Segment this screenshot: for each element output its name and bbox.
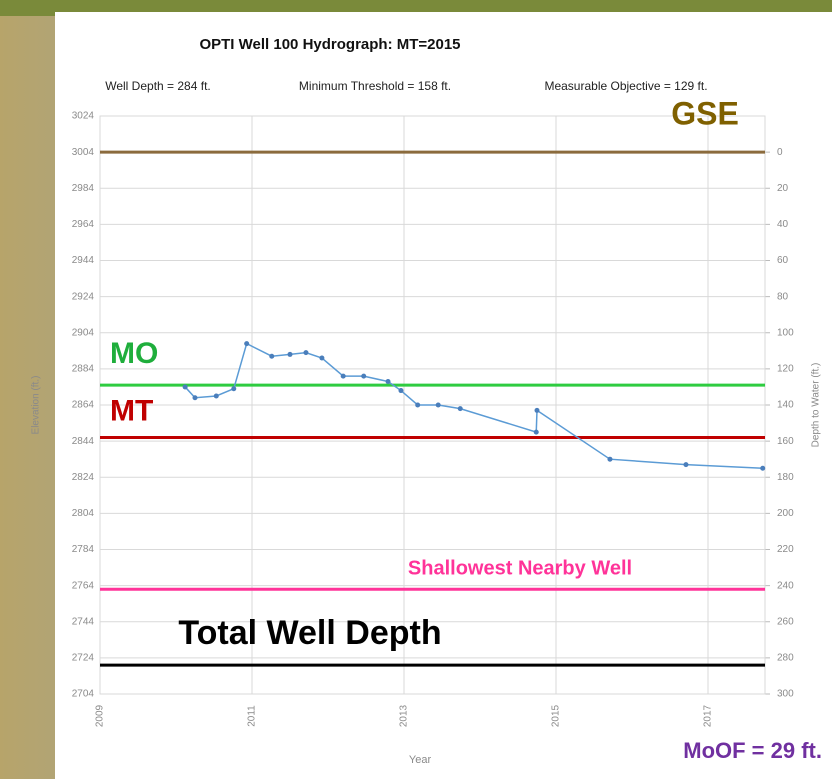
data-point — [244, 341, 249, 346]
y-tick-label: 2784 — [72, 544, 95, 555]
reference-label: MT — [110, 394, 153, 427]
y2-tick-label: 220 — [777, 544, 794, 555]
y2-axis-label: Depth to Water (ft.) — [811, 363, 822, 448]
y2-tick-label: 60 — [777, 255, 789, 266]
data-point — [398, 388, 403, 393]
y2-tick-label: 100 — [777, 327, 794, 338]
y-tick-label: 2724 — [72, 653, 95, 664]
y2-tick-label: 80 — [777, 291, 789, 302]
y-tick-label: 2924 — [72, 291, 95, 302]
y2-tick-label: 160 — [777, 436, 794, 447]
y-tick-label: 2884 — [72, 364, 95, 375]
y-tick-label: 2864 — [72, 400, 95, 411]
reference-label: GSE — [671, 96, 739, 132]
y-tick-label: 2704 — [72, 689, 95, 700]
data-point — [683, 462, 688, 467]
data-point — [458, 406, 463, 411]
subtitle: Measurable Objective = 129 ft. — [544, 79, 707, 93]
y-tick-label: 2844 — [72, 436, 95, 447]
x-tick-label: 2015 — [551, 704, 562, 727]
data-point — [607, 457, 612, 462]
data-point — [534, 430, 539, 435]
y-tick-label: 2804 — [72, 508, 95, 519]
data-point — [231, 386, 236, 391]
reference-label: Total Well Depth — [178, 614, 441, 652]
data-point — [214, 393, 219, 398]
data-point — [760, 466, 765, 471]
data-point — [303, 350, 308, 355]
y2-tick-label: 40 — [777, 219, 789, 230]
data-point — [436, 403, 441, 408]
data-point — [269, 354, 274, 359]
page: OPTI Well 100 Hydrograph: MT=2015 Well D… — [0, 0, 832, 779]
y2-tick-label: 260 — [777, 616, 794, 627]
data-point — [319, 356, 324, 361]
reference-label: Shallowest Nearby Well — [408, 558, 632, 580]
y2-tick-label: 240 — [777, 580, 794, 591]
y-tick-label: 2824 — [72, 472, 95, 483]
y-tick-label: 3024 — [72, 111, 95, 122]
x-axis-label: Year — [409, 754, 432, 766]
y2-tick-label: 200 — [777, 508, 794, 519]
data-point — [415, 403, 420, 408]
y2-tick-label: 300 — [777, 689, 794, 700]
y-tick-label: 2984 — [72, 183, 95, 194]
x-tick-label: 2013 — [399, 704, 410, 727]
y2-tick-label: 20 — [777, 183, 789, 194]
reference-label: MO — [110, 337, 158, 370]
data-point — [341, 374, 346, 379]
data-point — [535, 408, 540, 413]
data-point — [193, 395, 198, 400]
x-tick-label: 2011 — [247, 705, 258, 727]
y-tick-label: 2744 — [72, 616, 95, 627]
y-tick-label: 2904 — [72, 327, 95, 338]
y-axis-label: Elevation (ft.) — [31, 376, 42, 435]
y-tick-label: 2964 — [72, 219, 95, 230]
data-point — [288, 352, 293, 357]
footnote: MoOF = 29 ft. — [683, 738, 822, 763]
data-point — [386, 379, 391, 384]
y2-tick-label: 140 — [777, 400, 794, 411]
x-tick-label: 2017 — [703, 704, 714, 727]
subtitle: Well Depth = 284 ft. — [105, 79, 211, 93]
y-tick-label: 2764 — [72, 580, 95, 591]
y2-tick-label: 280 — [777, 653, 794, 664]
y-tick-label: 3004 — [72, 147, 95, 158]
x-tick-label: 2009 — [95, 704, 106, 727]
y-tick-label: 2944 — [72, 255, 95, 266]
y2-tick-label: 180 — [777, 472, 794, 483]
subtitle: Minimum Threshold = 158 ft. — [299, 79, 451, 93]
data-point — [361, 374, 366, 379]
chart-title: OPTI Well 100 Hydrograph: MT=2015 — [199, 36, 460, 53]
y2-tick-label: 120 — [777, 364, 794, 375]
y2-tick-label: 0 — [777, 147, 783, 158]
data-point — [183, 384, 188, 389]
chart: OPTI Well 100 Hydrograph: MT=2015 Well D… — [0, 0, 832, 779]
